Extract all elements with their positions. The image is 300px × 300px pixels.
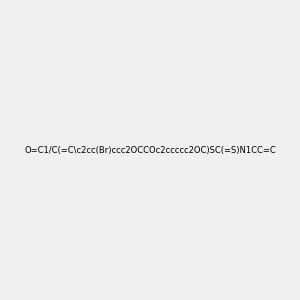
Text: O=C1/C(=C\c2cc(Br)ccc2OCCOc2ccccc2OC)SC(=S)N1CC=C: O=C1/C(=C\c2cc(Br)ccc2OCCOc2ccccc2OC)SC(… [24,146,276,154]
